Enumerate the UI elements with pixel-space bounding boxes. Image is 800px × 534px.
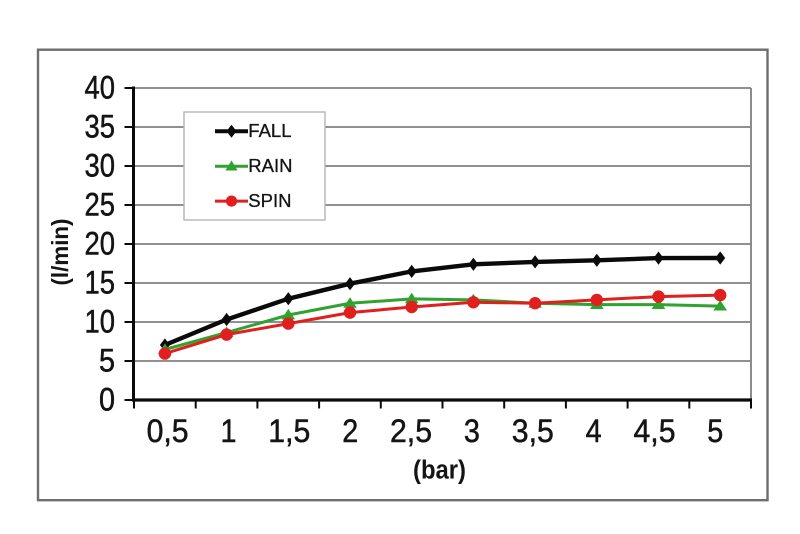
svg-text:4,5: 4,5 bbox=[634, 413, 676, 449]
svg-text:2: 2 bbox=[342, 413, 358, 449]
svg-text:4: 4 bbox=[586, 413, 602, 449]
svg-text:35: 35 bbox=[85, 109, 116, 145]
svg-text:2,5: 2,5 bbox=[390, 413, 432, 449]
svg-text:SPIN: SPIN bbox=[248, 190, 291, 211]
svg-text:25: 25 bbox=[85, 187, 116, 223]
svg-text:(bar): (bar) bbox=[413, 457, 466, 485]
svg-text:5: 5 bbox=[99, 343, 115, 379]
svg-text:(l/min): (l/min) bbox=[47, 219, 73, 286]
svg-text:FALL: FALL bbox=[248, 120, 291, 141]
svg-text:40: 40 bbox=[85, 70, 116, 106]
svg-text:3,5: 3,5 bbox=[512, 413, 554, 449]
svg-text:30: 30 bbox=[85, 148, 116, 184]
svg-text:1: 1 bbox=[221, 413, 237, 449]
svg-text:RAIN: RAIN bbox=[248, 155, 292, 176]
svg-text:1,5: 1,5 bbox=[268, 413, 310, 449]
svg-text:0: 0 bbox=[99, 382, 115, 418]
svg-text:15: 15 bbox=[85, 265, 116, 301]
svg-text:5: 5 bbox=[707, 413, 723, 449]
svg-text:0,5: 0,5 bbox=[147, 413, 189, 449]
svg-text:3: 3 bbox=[464, 413, 480, 449]
svg-text:10: 10 bbox=[85, 304, 116, 340]
svg-text:20: 20 bbox=[85, 226, 116, 262]
